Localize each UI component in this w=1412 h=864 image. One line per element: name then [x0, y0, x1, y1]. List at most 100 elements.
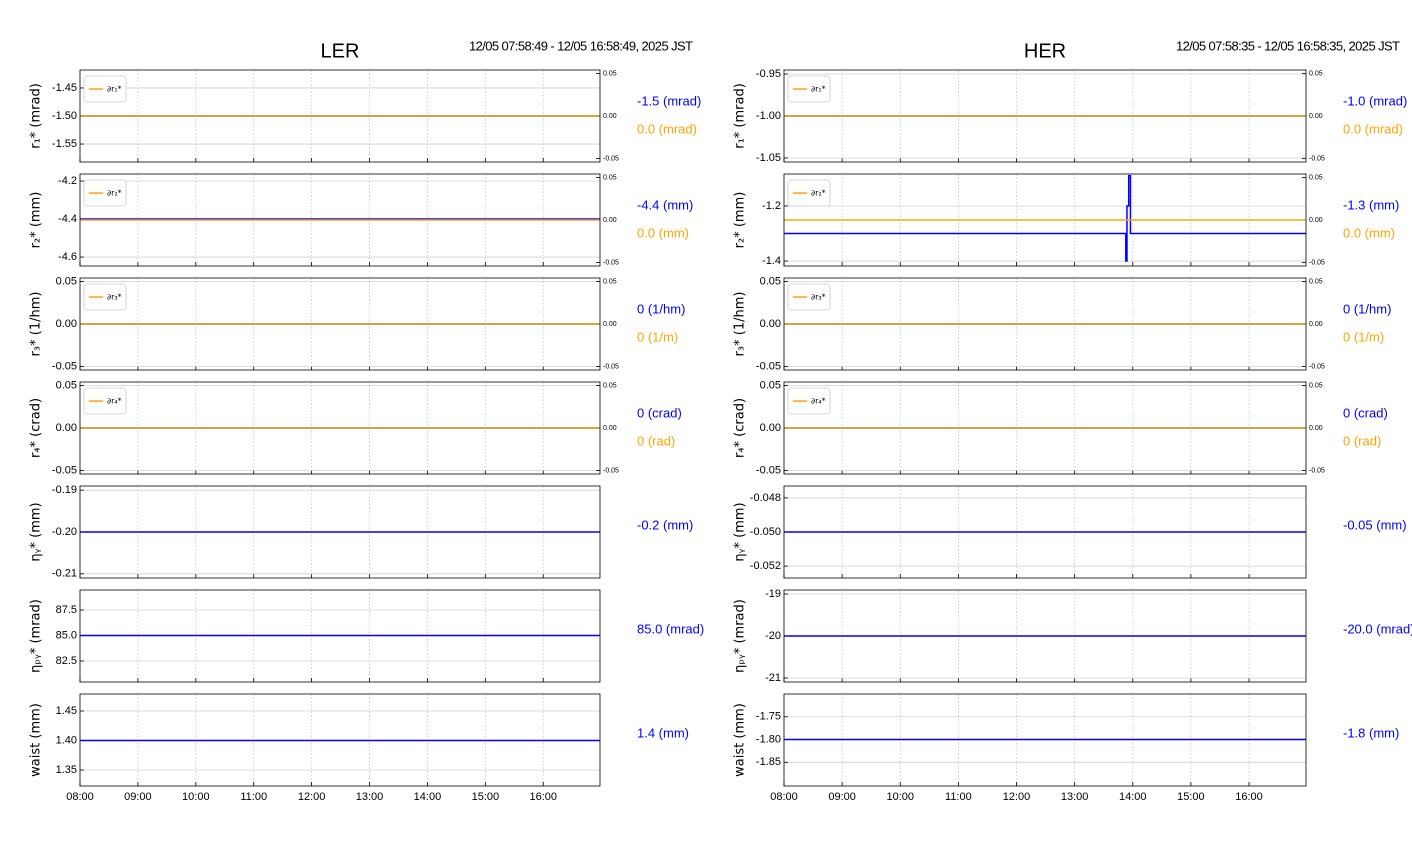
y2-tick-label: 0.00 — [603, 425, 617, 432]
x-tick-label: 10:00 — [886, 791, 914, 803]
plot-frame — [79, 69, 601, 163]
legend-box — [787, 75, 831, 103]
legend: ∂r₂* — [787, 179, 831, 207]
legend-label: ∂r₁* — [811, 85, 826, 94]
x-tick-label: 14:00 — [414, 791, 442, 803]
x-tick-label: 16:00 — [529, 791, 557, 803]
y-tick-label: -4.4 — [58, 213, 77, 225]
y2-tick-label: -0.05 — [603, 259, 619, 266]
y-tick-label: -0.20 — [52, 526, 77, 538]
y-tick-label: 0.05 — [760, 379, 781, 391]
y-tick-label: -0.05 — [756, 360, 781, 372]
y-tick-label: 0.05 — [56, 275, 77, 287]
value-annotation: -0.2 (mm) — [637, 517, 693, 532]
y2-tick-label: 0.05 — [603, 382, 617, 389]
y-tick-label: 0.05 — [760, 275, 781, 287]
y-tick-label: 0.00 — [760, 318, 781, 330]
y-tick-label: -0.05 — [52, 464, 77, 476]
plot-frame — [79, 589, 601, 683]
y-tick-label: -0.050 — [750, 526, 781, 538]
x-tick-label: 11:00 — [945, 791, 972, 803]
legend: ∂r₁* — [83, 75, 127, 103]
value-annotation: 0 (1/m) — [637, 329, 678, 344]
y2-tick-label: -0.05 — [1309, 363, 1325, 370]
chart-title: HER — [1024, 40, 1066, 62]
x-tick-label: 12:00 — [1003, 791, 1031, 803]
x-tick-label: 14:00 — [1119, 791, 1147, 803]
y-tick-label: -0.95 — [756, 68, 781, 80]
y-tick-label: 82.5 — [56, 655, 77, 667]
y2-tick-label: 0.05 — [603, 70, 617, 77]
y-tick-label: 85.0 — [56, 629, 77, 641]
value-annotation: 0 (1/m) — [1343, 329, 1384, 344]
plot-frame — [783, 277, 1307, 371]
y-axis-label: r₂* (mm) — [733, 192, 748, 249]
value-annotation: 0 (crad) — [637, 405, 682, 420]
x-tick-label: 15:00 — [472, 791, 500, 803]
y-tick-label: -1.50 — [52, 110, 77, 122]
y-tick-label: -1.4 — [762, 255, 781, 267]
series-line — [784, 175, 1306, 262]
plot-frame — [79, 277, 601, 371]
y2-tick-label: 0.05 — [603, 278, 617, 285]
legend-label: ∂r₄* — [107, 397, 122, 406]
x-tick-label: 11:00 — [240, 791, 267, 803]
y-axis-label: ηᵧ* (mm) — [29, 502, 44, 561]
legend-label: ∂r₁* — [107, 85, 122, 94]
legend: ∂r₄* — [787, 387, 831, 415]
y-axis-label: r₃* (1/hm) — [733, 292, 748, 357]
y-tick-label: -1.75 — [756, 711, 781, 723]
y-axis-label: r₄* (crad) — [29, 398, 44, 458]
y-axis-label: r₁* (mrad) — [733, 83, 748, 149]
y-tick-label: -1.45 — [52, 82, 77, 94]
y-tick-label: -4.6 — [58, 251, 77, 263]
value-annotation: 1.4 (mm) — [637, 725, 689, 740]
plot-frame — [783, 485, 1307, 579]
legend: ∂r₃* — [83, 283, 127, 311]
y2-tick-label: -0.05 — [603, 467, 619, 474]
y2-tick-label: 0.00 — [603, 321, 617, 328]
y2-tick-label: 0.00 — [1309, 113, 1323, 120]
legend-label: ∂r₂* — [107, 189, 122, 198]
y-axis-label: ηₚᵧ* (mrad) — [29, 599, 44, 673]
y-tick-label: -0.05 — [756, 464, 781, 476]
y-tick-label: -1.2 — [762, 200, 781, 212]
y-tick-label: -0.05 — [52, 360, 77, 372]
y2-tick-label: 0.00 — [1309, 217, 1323, 224]
y-tick-label: 1.40 — [56, 734, 77, 746]
value-annotation: 0 (rad) — [637, 433, 675, 448]
x-tick-label: 15:00 — [1177, 791, 1205, 803]
y-tick-label: -1.05 — [756, 152, 781, 164]
value-annotation: 0 (rad) — [1343, 433, 1381, 448]
y2-tick-label: 0.05 — [603, 174, 617, 181]
y-tick-label: -1.85 — [756, 756, 781, 768]
x-tick-label: 12:00 — [298, 791, 326, 803]
y-axis-label: r₁* (mrad) — [29, 83, 44, 149]
value-annotation: 0.0 (mrad) — [637, 121, 697, 136]
y-tick-label: -0.052 — [750, 560, 781, 572]
y-tick-label: 0.00 — [56, 422, 77, 434]
y2-tick-label: 0.05 — [1309, 174, 1323, 181]
y2-tick-label: 0.05 — [1309, 278, 1323, 285]
y2-tick-label: 0.00 — [603, 113, 617, 120]
value-annotation: -1.3 (mm) — [1343, 197, 1399, 212]
legend: ∂r₄* — [83, 387, 127, 415]
plot-frame — [783, 589, 1307, 683]
y-axis-label: ηₚᵧ* (mrad) — [733, 599, 748, 673]
value-annotation: 0 (crad) — [1343, 405, 1388, 420]
plot-frame — [783, 381, 1307, 475]
y-tick-label: -0.19 — [52, 484, 77, 496]
legend-label: ∂r₃* — [107, 293, 122, 302]
legend-box — [83, 387, 127, 415]
legend-label: ∂r₂* — [811, 189, 826, 198]
y2-tick-label: 0.05 — [1309, 382, 1323, 389]
y-tick-label: -0.048 — [750, 492, 781, 504]
y-tick-label: -21 — [765, 672, 781, 684]
x-tick-label: 16:00 — [1235, 791, 1263, 803]
x-tick-label: 08:00 — [66, 791, 94, 803]
value-annotation: -1.5 (mrad) — [637, 93, 701, 108]
plot-frame — [783, 693, 1307, 787]
plot-frame — [783, 173, 1307, 267]
